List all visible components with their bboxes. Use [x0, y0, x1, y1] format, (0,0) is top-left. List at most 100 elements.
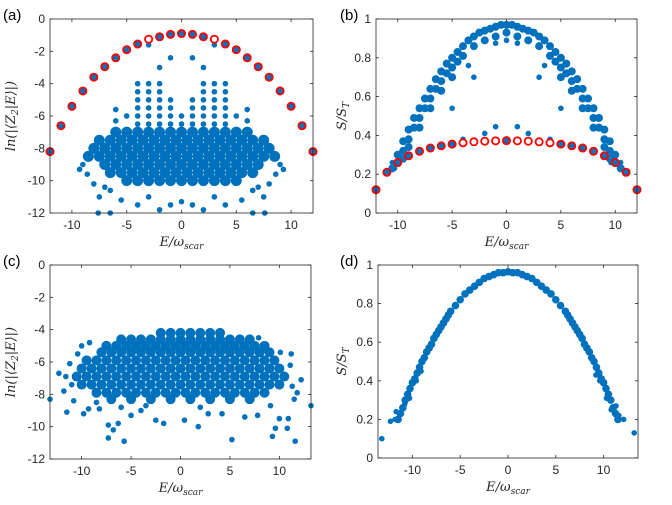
- dense-point: [415, 123, 424, 132]
- data-point: [167, 121, 174, 127]
- data-point: [167, 105, 174, 111]
- dense-point: [137, 167, 149, 179]
- dense-point: [456, 295, 465, 304]
- x-tick-label: -5: [455, 463, 466, 477]
- dense-point: [551, 57, 560, 66]
- dense-point: [556, 73, 565, 82]
- scar-state-marker: [155, 32, 165, 42]
- dense-point: [430, 334, 438, 343]
- dense-point: [451, 301, 460, 310]
- data-point: [84, 171, 91, 177]
- scar-state-marker: [286, 101, 296, 111]
- dense-point: [155, 379, 166, 390]
- data-point: [145, 121, 152, 127]
- dense-point: [567, 86, 576, 95]
- scar-state-marker: [404, 151, 414, 161]
- dense-point: [150, 371, 161, 382]
- data-point: [197, 404, 204, 411]
- dense-point: [181, 134, 193, 146]
- data-point: [211, 80, 218, 87]
- y-tick-label: 0.2: [356, 412, 373, 426]
- data-point: [70, 398, 77, 404]
- dense-point: [215, 379, 226, 390]
- y-tick-label: -10: [28, 174, 46, 188]
- dense-point: [93, 150, 105, 162]
- x-axis-label-subscript: scar: [184, 242, 204, 252]
- dense-point: [208, 175, 220, 187]
- dense-point: [145, 394, 156, 405]
- scar-state-marker: [621, 167, 631, 177]
- data-point: [134, 202, 141, 208]
- data-point: [121, 438, 127, 445]
- dense-point: [426, 94, 435, 103]
- dense-point: [205, 394, 216, 405]
- dense-point: [176, 159, 187, 170]
- scar-state-marker: [198, 32, 208, 42]
- dense-point: [230, 175, 242, 187]
- dense-point: [131, 355, 142, 366]
- dense-point: [513, 32, 522, 41]
- data-point: [525, 130, 532, 137]
- dense-point: [480, 36, 489, 45]
- data-point: [80, 410, 87, 417]
- x-tick-label: 10: [609, 218, 623, 232]
- panel-label: (a): [3, 7, 21, 24]
- data-point: [200, 88, 207, 95]
- dense-point: [244, 347, 255, 358]
- data-point: [64, 409, 70, 415]
- dense-point: [546, 51, 554, 60]
- dense-point: [185, 347, 196, 358]
- dense-point: [247, 167, 259, 179]
- scar-state-marker: [458, 138, 468, 148]
- scar-state-marker: [100, 62, 110, 72]
- data-point: [195, 423, 202, 430]
- x-tick-label: 5: [552, 463, 559, 477]
- data-point: [123, 113, 130, 119]
- data-point: [222, 202, 229, 208]
- dense-point: [592, 363, 601, 372]
- data-point: [134, 121, 141, 127]
- data-point: [189, 113, 196, 119]
- dense-point: [88, 142, 100, 154]
- dense-point: [81, 355, 92, 366]
- data-point: [219, 410, 225, 417]
- scar-state-marker: [469, 137, 479, 147]
- dense-point: [219, 175, 231, 187]
- x-axis-label: E/ωscar: [484, 235, 530, 252]
- dense-point: [224, 363, 235, 374]
- dense-point: [185, 394, 196, 405]
- panel-c: -10 -5 0 5 10 -12 -10 -8 -6 -4 -2 0 (c) E/ωscar ln(|⟨Z…: [3, 253, 314, 498]
- dense-point: [567, 77, 576, 86]
- data-point: [156, 121, 163, 127]
- dense-point: [448, 73, 457, 82]
- dense-point: [185, 379, 196, 390]
- dense-point: [252, 159, 264, 170]
- y-axis-label: ln(|⟨Z2|E⟩|): [4, 327, 21, 397]
- y-tick-label: -6: [34, 109, 45, 123]
- dense-point: [91, 355, 102, 366]
- dense-point: [143, 159, 155, 170]
- scatter-points: [371, 20, 642, 195]
- dense-point: [106, 394, 117, 405]
- dense-point: [589, 123, 598, 132]
- data-point: [156, 105, 163, 111]
- data-point: [134, 97, 141, 103]
- dense-point: [140, 371, 151, 382]
- data-point: [379, 435, 385, 442]
- dense-point: [145, 379, 156, 390]
- x-axis-label-main: E/ω: [485, 480, 511, 495]
- dense-point: [101, 371, 112, 382]
- dense-point: [208, 126, 220, 138]
- dense-point: [200, 355, 211, 366]
- dense-point: [230, 126, 242, 138]
- y-tick-label: -6: [34, 355, 45, 369]
- panel-label: (d): [340, 253, 358, 270]
- dense-point: [181, 167, 193, 179]
- data-point: [260, 194, 267, 200]
- dense-point: [254, 363, 265, 374]
- dense-point: [121, 159, 133, 170]
- dense-point: [491, 32, 500, 41]
- panel-label: (b): [340, 7, 358, 24]
- data-point: [160, 420, 167, 427]
